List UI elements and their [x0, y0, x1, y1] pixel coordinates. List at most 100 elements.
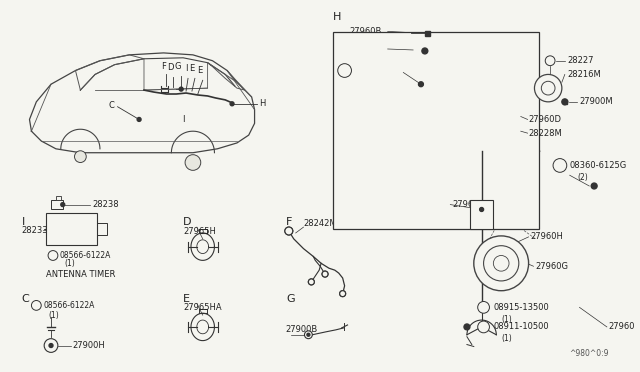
Circle shape: [340, 291, 346, 296]
Text: (1): (1): [501, 334, 512, 343]
Text: 08566-6122A: 08566-6122A: [43, 301, 95, 310]
Text: S: S: [557, 161, 563, 170]
Text: 27900H: 27900H: [72, 341, 106, 350]
Text: S: S: [51, 253, 55, 259]
Circle shape: [419, 82, 424, 87]
Circle shape: [305, 331, 312, 339]
Text: N: N: [342, 66, 348, 75]
Circle shape: [562, 99, 568, 105]
Text: 27900B: 27900B: [286, 325, 318, 334]
Circle shape: [31, 301, 41, 310]
Text: 27965HA: 27965HA: [183, 304, 221, 312]
Text: 28238: 28238: [92, 200, 119, 209]
Text: E: E: [189, 64, 195, 73]
Bar: [51, 200, 63, 209]
Circle shape: [308, 279, 314, 285]
Text: 27962: 27962: [452, 200, 479, 209]
Text: 27965H: 27965H: [183, 227, 216, 236]
Text: G: G: [286, 294, 294, 304]
Circle shape: [545, 56, 555, 65]
Circle shape: [230, 102, 234, 106]
Bar: [46, 214, 97, 245]
Text: 27960: 27960: [609, 323, 636, 331]
Circle shape: [493, 256, 509, 271]
Circle shape: [340, 291, 346, 296]
Circle shape: [553, 158, 567, 172]
Circle shape: [44, 339, 58, 352]
Text: 08566-6122A: 08566-6122A: [60, 251, 111, 260]
Bar: [333, 32, 540, 229]
Text: ANTENNA TIMER: ANTENNA TIMER: [46, 270, 115, 279]
Text: N: N: [481, 324, 486, 330]
Text: (1): (1): [501, 315, 512, 324]
Circle shape: [179, 87, 183, 91]
Circle shape: [484, 246, 519, 281]
Text: C: C: [109, 101, 115, 110]
Bar: [470, 200, 493, 229]
Text: E: E: [183, 294, 190, 304]
Circle shape: [137, 118, 141, 121]
Bar: [56, 196, 61, 200]
Circle shape: [422, 48, 428, 54]
Text: D: D: [183, 217, 191, 227]
Text: 27960G: 27960G: [536, 262, 568, 271]
Text: 27960H: 27960H: [531, 232, 563, 241]
Text: (2): (2): [577, 173, 588, 182]
Text: G: G: [175, 62, 182, 71]
Circle shape: [285, 227, 292, 235]
Text: 08915-13500: 08915-13500: [493, 303, 549, 312]
Circle shape: [477, 321, 490, 333]
Bar: [49, 217, 63, 242]
Text: (1): (1): [362, 77, 373, 86]
Circle shape: [591, 183, 597, 189]
Circle shape: [185, 155, 201, 170]
Text: 27960B: 27960B: [349, 27, 382, 36]
Text: I: I: [22, 217, 25, 227]
Text: 28227: 28227: [568, 56, 595, 65]
Text: I: I: [182, 115, 184, 124]
Circle shape: [49, 344, 53, 347]
Text: 28216M: 28216M: [568, 70, 602, 79]
Circle shape: [48, 251, 58, 260]
Text: (1): (1): [65, 259, 76, 268]
Text: 27900M: 27900M: [579, 97, 613, 106]
Text: D: D: [167, 64, 173, 73]
Circle shape: [464, 324, 470, 330]
Text: H: H: [333, 12, 341, 22]
Text: 28233: 28233: [22, 225, 48, 234]
Text: F: F: [161, 61, 166, 71]
Text: 08911-10637: 08911-10637: [355, 66, 410, 75]
Circle shape: [479, 208, 484, 211]
Circle shape: [477, 301, 490, 313]
Circle shape: [307, 333, 310, 336]
Circle shape: [285, 227, 292, 235]
Bar: [473, 203, 490, 226]
Text: 27960D: 27960D: [529, 115, 561, 124]
Circle shape: [541, 81, 555, 95]
Circle shape: [338, 64, 351, 77]
Text: 08911-10500: 08911-10500: [493, 323, 549, 331]
Text: I: I: [185, 64, 188, 73]
Bar: [97, 223, 107, 235]
Circle shape: [61, 203, 65, 206]
Text: 28242M: 28242M: [303, 219, 337, 228]
Circle shape: [547, 58, 553, 64]
Text: F: F: [286, 217, 292, 227]
Text: ^980^0:9: ^980^0:9: [570, 349, 609, 358]
Circle shape: [534, 74, 562, 102]
Text: S: S: [34, 302, 38, 308]
Text: W: W: [481, 305, 486, 310]
Circle shape: [74, 151, 86, 163]
Text: E: E: [197, 67, 202, 76]
Circle shape: [308, 279, 314, 285]
Bar: [563, 100, 567, 104]
Bar: [426, 31, 430, 36]
Circle shape: [474, 236, 529, 291]
Text: 08360-6125G: 08360-6125G: [570, 161, 627, 170]
Text: (1): (1): [48, 311, 59, 320]
Circle shape: [322, 271, 328, 277]
Text: H: H: [259, 99, 266, 108]
Text: C: C: [22, 294, 29, 304]
Circle shape: [322, 271, 328, 277]
Text: 28228M: 28228M: [529, 129, 563, 138]
